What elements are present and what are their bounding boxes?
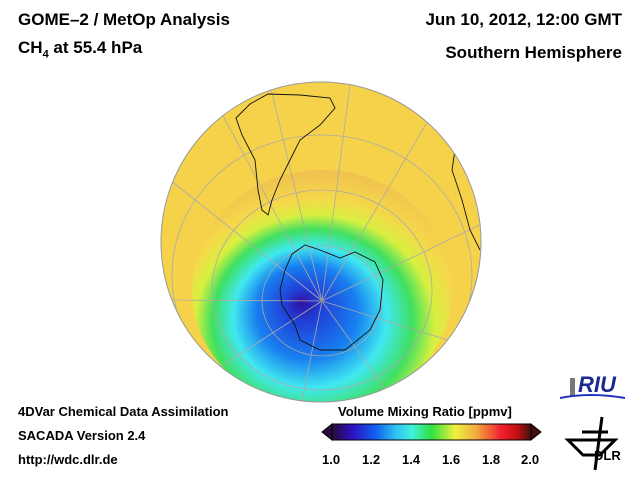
colorbar-tick: 2.0 [521,452,540,467]
datetime: Jun 10, 2012, 12:00 GMT [425,10,622,29]
species-subscript: 4 [42,48,49,61]
footer-line1: 4DVar Chemical Data Assimilation [18,404,229,419]
footer-url[interactable]: http://wdc.dlr.de [18,452,118,467]
region-label: Southern Hemisphere [445,43,622,62]
footer-line2: SACADA Version 2.4 [18,428,146,443]
pressure-level: at 55.4 hPa [48,38,143,57]
colorbar-min-arrow [321,422,333,442]
colorbar-tick: 1.4 [402,452,421,467]
colorbar [321,422,542,442]
globe-outline [160,81,482,403]
riu-logo-text: RIU [578,372,616,397]
colorbar-tick: 1.6 [442,452,461,467]
antarctica-coast [279,244,384,351]
species-label: CH4 at 55.4 hPa [18,38,142,60]
colorbar-tick: 1.8 [482,452,501,467]
colorbar-tick: 1.0 [322,452,341,467]
dlr-logo-text: DLR [594,448,621,463]
south-america-coast [235,93,336,216]
species-formula: CH [18,38,43,57]
south-pole-marker [320,299,324,303]
dlr-logo [564,416,619,471]
colorbar-max-arrow [530,422,542,442]
graticule [161,84,481,402]
riu-logo [559,378,626,399]
figure-title: GOME–2 / MetOp Analysis [18,10,230,29]
methane-field [192,170,452,402]
colorbar-tick: 1.2 [362,452,381,467]
colorbar-title: Volume Mixing Ratio [ppmv] [338,404,512,419]
colorbar-bar [331,423,532,441]
